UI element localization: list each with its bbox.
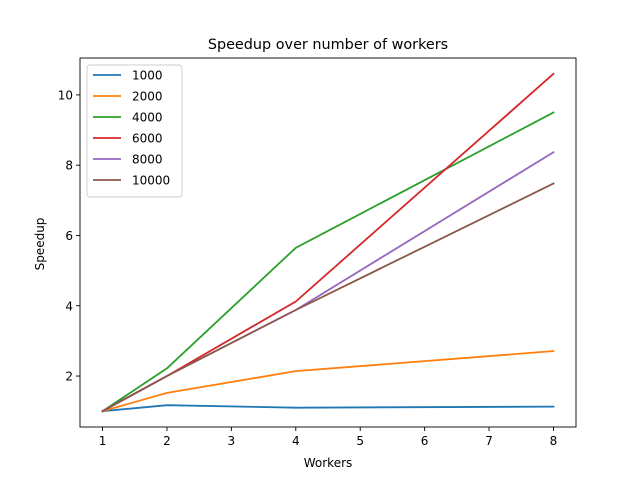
x-tick-label: 1 xyxy=(99,434,107,448)
x-axis-label: Workers xyxy=(304,456,353,470)
legend-label-10000: 10000 xyxy=(132,174,170,188)
legend-label-2000: 2000 xyxy=(132,90,163,104)
x-axis-ticks: 1 2 3 4 5 6 7 8 xyxy=(99,427,558,448)
legend-label-8000: 8000 xyxy=(132,153,163,167)
plot-area-border xyxy=(79,57,577,428)
legend-label-6000: 6000 xyxy=(132,132,163,146)
x-tick-label: 8 xyxy=(550,434,558,448)
series-lines xyxy=(101,72,555,413)
x-tick-label: 5 xyxy=(356,434,364,448)
chart-title: Speedup over number of workers xyxy=(208,37,448,53)
legend-label-1000: 1000 xyxy=(132,69,163,83)
y-tick-label: 6 xyxy=(65,229,73,243)
legend-label-4000: 4000 xyxy=(132,111,163,125)
x-tick-label: 2 xyxy=(163,434,171,448)
y-tick-label: 2 xyxy=(65,370,73,384)
y-axis-label: Speedup xyxy=(33,218,47,271)
series-line-1000 xyxy=(101,404,555,413)
series-line-2000 xyxy=(101,350,555,413)
series-line-4000 xyxy=(101,111,555,413)
legend: 1000 2000 4000 6000 8000 10000 xyxy=(86,64,183,198)
x-tick-label: 3 xyxy=(228,434,236,448)
x-tick-label: 7 xyxy=(485,434,493,448)
y-tick-label: 4 xyxy=(65,299,73,313)
axes-frame xyxy=(79,57,577,428)
y-axis-ticks: 2 4 6 8 10 xyxy=(58,88,80,384)
x-tick-label: 4 xyxy=(292,434,300,448)
x-tick-label: 6 xyxy=(421,434,429,448)
y-tick-label: 8 xyxy=(65,159,73,173)
y-tick-label: 10 xyxy=(58,88,73,102)
series-line-10000 xyxy=(101,182,555,413)
legend-box xyxy=(86,64,183,198)
